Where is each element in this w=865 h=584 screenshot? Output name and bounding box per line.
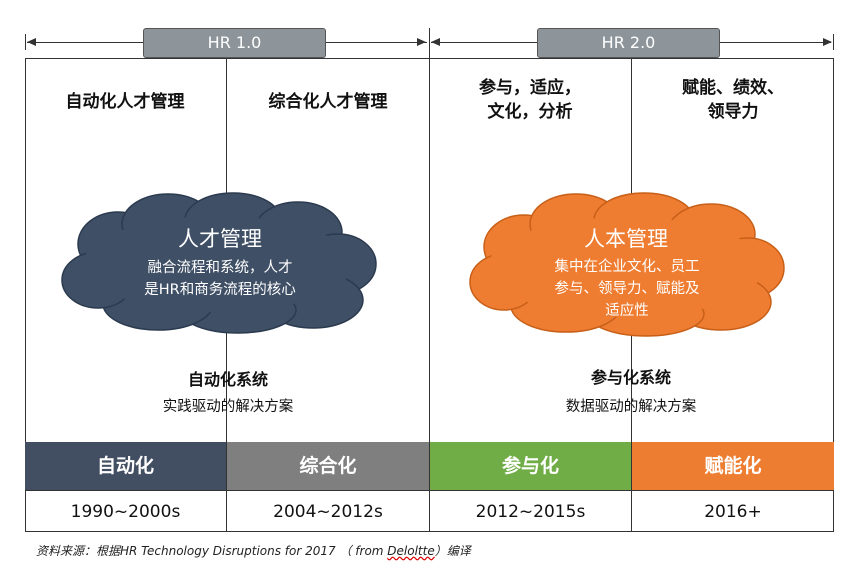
source-prefix: 资料来源：根据HR Technology Disruptions for 201… — [36, 544, 388, 558]
phase-integrated-talent: 综合化人才管理 — [268, 92, 388, 112]
phase-empowerment-line2: 领导力 — [707, 102, 759, 122]
era-divider — [429, 28, 430, 532]
talent-management-cloud — [61, 192, 377, 334]
arrow-left-icon — [431, 38, 440, 46]
cloud-title-talent: 人才管理 — [178, 227, 262, 251]
stage-band-engagement: 参与化 — [430, 442, 631, 490]
system-subtitle-engagement: 数据驱动的解决方案 — [565, 399, 697, 415]
system-title-engagement: 参与化系统 — [590, 368, 671, 387]
timeline-tick — [25, 34, 26, 50]
cloud-text-line: 是HR和商务流程的核心 — [144, 282, 296, 298]
phase-engagement: 参与，适应， 文化，分析 — [430, 76, 630, 124]
source-note: 资料来源：根据HR Technology Disruptions for 201… — [36, 542, 471, 559]
phase-empowerment: 赋能、绩效、 领导力 — [632, 76, 834, 124]
stage-years-automation: 1990~2000s — [70, 502, 181, 522]
era-label-hr1: HR 1.0 — [143, 28, 326, 58]
cloud-text-line: 适应性 — [605, 303, 649, 319]
stage-band-integration: 综合化 — [227, 442, 429, 490]
people-management-cloud — [469, 192, 785, 337]
phase-engagement-line2: 文化，分析 — [487, 102, 573, 122]
era-label-hr2: HR 2.0 — [537, 28, 720, 58]
cloud-text-people: 集中在企业文化、员工 参与、领导力、赋能及 适应性 — [487, 256, 767, 322]
cloud-text-talent: 融合流程和系统，人才 是HR和商务流程的核心 — [80, 257, 360, 301]
cloud-text-line: 融合流程和系统，人才 — [147, 260, 293, 276]
cloud-text-line: 参与、领导力、赋能及 — [554, 281, 700, 297]
timeline-tick — [833, 34, 834, 50]
system-title-automated: 自动化系统 — [187, 370, 268, 389]
row-divider — [25, 490, 834, 491]
stage-years-empowerment: 2016+ — [704, 502, 762, 522]
arrow-right-icon — [823, 38, 832, 46]
arrow-right-icon — [417, 38, 426, 46]
cloud-text-line: 集中在企业文化、员工 — [554, 259, 700, 275]
stage-band-empowerment: 赋能化 — [632, 442, 834, 490]
phase-automated-talent: 自动化人才管理 — [65, 92, 185, 112]
source-org: Deloltte — [387, 544, 435, 558]
system-subtitle-automated: 实践驱动的解决方案 — [162, 399, 294, 415]
cloud-title-people: 人本管理 — [584, 227, 668, 251]
source-suffix: ）编译 — [434, 544, 471, 558]
phase-engagement-line1: 参与，适应， — [479, 78, 581, 98]
stage-band-automation: 自动化 — [25, 442, 226, 490]
stage-years-engagement: 2012~2015s — [475, 502, 586, 522]
stage-years-integration: 2004~2012s — [273, 502, 383, 522]
arrow-left-icon — [27, 38, 36, 46]
phase-empowerment-line1: 赋能、绩效、 — [682, 78, 784, 98]
